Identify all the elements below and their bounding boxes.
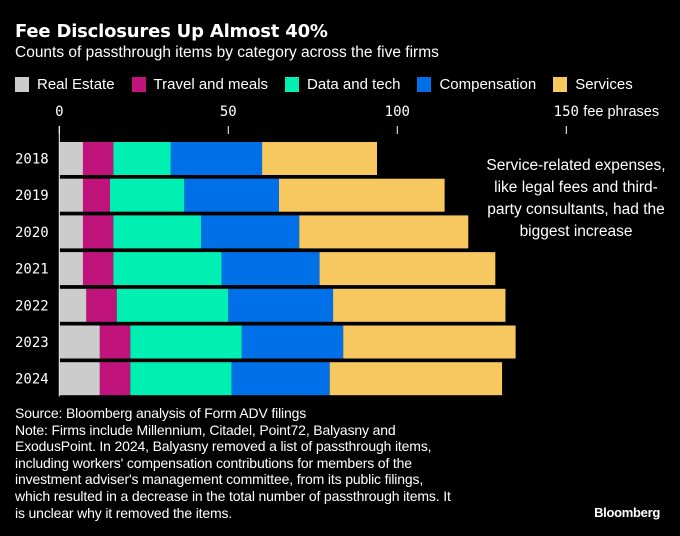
bar-segment-data-and-tech-2024	[130, 362, 232, 396]
x-tick-label: 0	[55, 104, 63, 120]
bar-segment-compensation-2020	[201, 215, 300, 249]
bar-segment-real-estate-2021	[59, 252, 83, 286]
y-tick-label: 2020	[15, 225, 49, 241]
bar-segment-services-2024	[329, 362, 503, 396]
bar-segment-compensation-2018	[170, 142, 263, 175]
bar-segment-real-estate-2019	[59, 178, 83, 212]
bar-segment-data-and-tech-2023	[130, 325, 242, 359]
y-tick-label: 2021	[15, 262, 49, 278]
legend-item: Data and tech	[285, 76, 400, 93]
note-line: which resulted in a decrease in the tota…	[15, 487, 451, 504]
note-line: ExodusPoint. In 2024, Balyasny removed a…	[15, 438, 432, 455]
legend-label: Real Estate	[37, 76, 115, 93]
legend-label: Services	[575, 76, 633, 93]
legend-label: Data and tech	[307, 76, 401, 93]
bar-segment-services-2018	[262, 142, 378, 175]
bar-segment-compensation-2022	[228, 288, 334, 322]
footnotes: Source: Bloomberg analysis of Form ADV f…	[15, 405, 451, 521]
bar-segment-real-estate-2023	[59, 325, 100, 359]
legend-swatch	[417, 77, 432, 92]
legend-swatch	[131, 77, 146, 92]
bar-segment-travel-and-meals-2024	[99, 362, 131, 396]
legend-swatch	[553, 77, 568, 92]
legend-swatch	[285, 77, 300, 92]
y-tick-label: 2022	[15, 298, 49, 314]
x-tick-label: 100	[385, 104, 410, 120]
bar-segment-data-and-tech-2020	[113, 215, 202, 249]
bar-segment-data-and-tech-2019	[110, 178, 185, 212]
bar-segment-travel-and-meals-2019	[82, 178, 110, 212]
source-text: Source: Bloomberg analysis of Form ADV f…	[15, 405, 307, 421]
bar-segment-travel-and-meals-2020	[82, 215, 114, 249]
bar-segment-compensation-2023	[241, 325, 344, 359]
y-tick-label: 2018	[15, 152, 49, 168]
legend-label: Compensation	[439, 76, 537, 93]
chart-title: Fee Disclosures Up Almost 40%	[15, 21, 328, 42]
x-tick-label: 50	[220, 104, 237, 120]
y-tick-label: 2023	[15, 335, 49, 351]
y-tick-label: 2024	[15, 372, 49, 388]
bar-segment-compensation-2019	[184, 178, 279, 212]
note-line: investment adviser's management committe…	[15, 471, 424, 488]
bar-segment-travel-and-meals-2023	[99, 325, 131, 359]
chart-subtitle: Counts of passthrough items by category …	[15, 44, 439, 61]
bar-segment-data-and-tech-2018	[113, 142, 171, 175]
note-line: including workers' compensation contribu…	[15, 454, 412, 471]
bar-segment-services-2022	[333, 288, 506, 322]
annotation: Service-related expenses, like legal fee…	[486, 157, 666, 240]
bar-segment-data-and-tech-2022	[116, 288, 229, 322]
legend-item: Compensation	[417, 76, 536, 93]
bar-segment-travel-and-meals-2018	[82, 142, 114, 175]
note-line: Note: Firms include Millennium, Citadel,…	[15, 421, 396, 438]
bar-segment-services-2019	[279, 178, 445, 212]
bar-segment-services-2020	[299, 215, 469, 249]
bar-segment-real-estate-2024	[59, 362, 100, 396]
bar-segment-services-2021	[319, 252, 496, 286]
legend-swatch	[15, 77, 29, 92]
bar-segment-compensation-2021	[221, 252, 320, 286]
bar-segment-travel-and-meals-2021	[82, 252, 114, 286]
x-unit-label: fee phrases	[583, 104, 659, 120]
bar-segment-real-estate-2022	[59, 288, 87, 322]
legend-item: Real Estate	[15, 76, 115, 93]
note-line: is unclear why it removed the items.	[15, 504, 233, 521]
bar-segment-compensation-2024	[231, 362, 330, 396]
legend: Real Estate Travel and meals Data and tech…	[15, 76, 650, 93]
bar-segment-data-and-tech-2021	[113, 252, 222, 286]
legend-label: Travel and meals	[153, 76, 269, 93]
bar-segment-services-2023	[343, 325, 516, 359]
legend-item: Services	[553, 76, 633, 93]
bar-segment-real-estate-2018	[59, 142, 83, 175]
x-tick-label: 150	[554, 104, 579, 120]
bar-segment-real-estate-2020	[59, 215, 83, 249]
bloomberg-logo: Bloomberg	[594, 505, 660, 520]
bar-segment-travel-and-meals-2022	[86, 288, 117, 322]
y-tick-label: 2019	[15, 188, 49, 204]
legend-item: Travel and meals	[131, 76, 269, 93]
